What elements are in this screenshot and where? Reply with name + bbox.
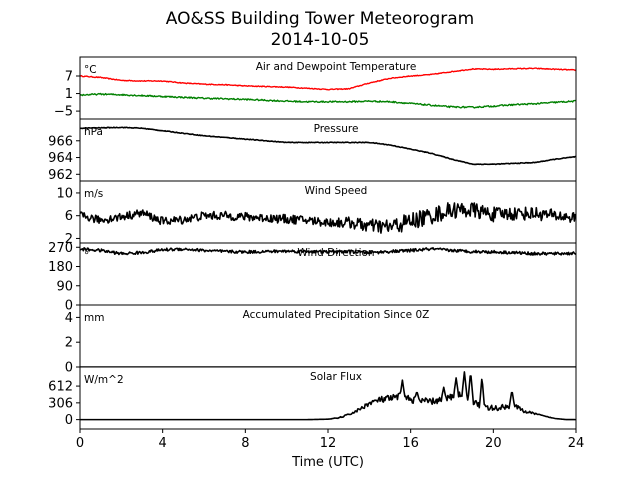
y-tick-label: 1 [65,87,73,102]
x-tick-label: 24 [568,436,585,451]
panel-temp: 7 1 −5 Air and Dewpoint Temperature °C [54,56,577,120]
panel-unit-label: m/s [84,188,103,200]
panel-wind_speed: 10 6 2 Wind Speed m/s [56,180,577,247]
y-tick-label: 0 [65,361,73,376]
panel-title: Accumulated Precipitation Since 0Z [243,309,430,321]
x-tick-label: 12 [320,436,337,451]
y-tick-label: 6 [65,209,73,224]
panel-series-group [80,126,576,166]
panel-title: Solar Flux [310,371,362,383]
y-tick-label: 2 [65,336,73,351]
x-tick-label: 0 [76,436,84,451]
y-tick-label: −5 [54,105,73,120]
y-tick-label: 180 [48,260,73,275]
x-tick-label: 16 [402,436,419,451]
x-tick-label: 20 [485,436,502,451]
series-line-pressure-0 [80,126,576,166]
panel-pressure: 966 964 962 Pressure hPa [48,118,577,183]
panel-unit-label: W/m^2 [84,374,124,386]
chart-title-line-2: 2014-10-05 [271,30,370,50]
panel-title: Pressure [314,123,359,135]
panel-series-group [80,246,576,256]
chart-title-line-1: AO&SS Building Tower Meteorogram [166,9,474,29]
series-line-temp-1 [80,92,576,109]
x-tick-label: 4 [159,436,167,451]
panel-unit-label: hPa [84,126,103,138]
panel-series-group [80,371,576,421]
series-line-wind_speed-0 [80,202,576,234]
x-tick-label: 8 [241,436,249,451]
chart-panels: 7 1 −5 Air and Dewpoint Temperature °C 966 964… [48,56,585,451]
panel-precip: 4 2 0 Accumulated Precipitation Since 0Z mm [65,304,577,376]
y-tick-label: 10 [56,186,73,201]
panel-series-group [80,202,576,234]
panel-title: Wind Speed [305,185,368,197]
series-line-temp-0 [80,67,576,91]
panel-series-group [80,67,576,109]
y-tick-label: 962 [48,168,73,183]
series-line-solar-0 [80,371,576,421]
y-tick-label: 964 [48,151,73,166]
panel-unit-label: mm [84,312,104,324]
panel-title: Wind Direction [297,247,374,259]
y-tick-label: 966 [48,134,73,149]
y-tick-label: 90 [56,279,73,294]
y-tick-label: 306 [48,396,73,411]
y-tick-label: 0 [65,299,73,314]
y-tick-label: 270 [48,241,73,256]
y-tick-label: 4 [65,311,73,326]
panel-wind_dir: 270 180 90 0 Wind Direction ° [48,241,577,314]
x-axis-label: Time (UTC) [291,455,364,470]
panel-unit-label: ° [84,250,89,262]
panel-title: Air and Dewpoint Temperature [256,61,417,73]
y-tick-label: 2 [65,232,73,247]
series-line-wind_dir-0 [80,246,576,256]
y-tick-label: 0 [65,413,73,428]
panel-unit-label: °C [84,64,97,76]
y-tick-label: 612 [48,380,73,395]
y-tick-label: 7 [65,70,73,85]
